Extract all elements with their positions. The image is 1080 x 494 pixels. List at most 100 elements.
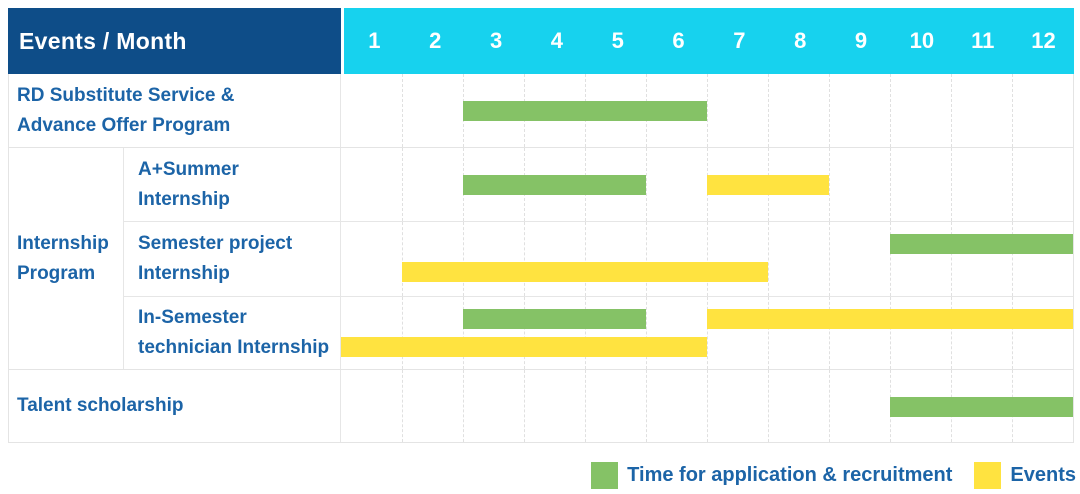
application-recruitment-bar: [463, 175, 646, 195]
month-gridline: [768, 297, 769, 369]
month-label-10: 10: [909, 28, 935, 53]
table-row-rd-substitute: RD Substitute Service & Advance Offer Pr…: [9, 74, 1073, 147]
month-gridline: [951, 297, 952, 369]
month-gridline: [1012, 297, 1013, 369]
row-label-cell-in-semester: In-Semester technician Internship: [124, 297, 341, 369]
row-label-cell-talent-scholarship: Talent scholarship: [9, 370, 341, 442]
legend-item-yellow: Events: [974, 462, 1076, 489]
table-header-row: Events / Month 1 2 3 4 5 6 7 8 9 10 11 12: [8, 8, 1074, 74]
month-gridline: [951, 74, 952, 147]
month-gridline: [768, 222, 769, 296]
month-gridline: [585, 370, 586, 442]
month-gridline: [524, 370, 525, 442]
row-label-in-semester: In-Semester technician Internship: [138, 307, 330, 358]
month-label-3: 3: [489, 28, 503, 53]
event-bar: [402, 262, 768, 282]
month-gridline: [829, 222, 830, 296]
month-label-2: 2: [429, 28, 442, 53]
event-bar: [707, 309, 1073, 329]
month-gridline: [951, 222, 952, 296]
chart-row-in-semester: [341, 297, 1073, 369]
month-gridline: [768, 74, 769, 147]
month-gridline: [768, 370, 769, 442]
row-label-semester-project: Semester project Internship: [138, 233, 293, 284]
month-label-5: 5: [611, 28, 624, 53]
row-label-cell-semester-project: Semester project Internship: [124, 222, 341, 296]
events-month-table: Events / Month 1 2 3 4 5 6 7 8 9 10 11 12 RD Substi…: [8, 8, 1074, 443]
table-row-semester-project-internship: Semester project Internship: [124, 221, 1073, 296]
application-recruitment-bar: [890, 234, 1073, 254]
legend-label: Time for application & recruitment: [627, 464, 953, 486]
month-gridline: [890, 74, 891, 147]
month-gridline: [707, 74, 708, 147]
application-recruitment-bar: [463, 309, 646, 329]
month-label-1: 1: [368, 28, 381, 53]
month-gridline: [402, 297, 403, 369]
legend-label: Events: [1010, 464, 1076, 486]
month-gridline: [524, 222, 525, 296]
month-gridline: [646, 222, 647, 296]
chart-row-rd-substitute: [341, 74, 1073, 147]
row-label-rd-substitute: RD Substitute Service & Advance Offer Pr…: [17, 84, 235, 136]
green-swatch: [591, 462, 619, 489]
month-gridline: [524, 297, 525, 369]
application-recruitment-bar: [890, 397, 1073, 417]
table-row-in-semester-technician-internship: In-Semester technician Internship: [124, 296, 1073, 369]
chart-row-talent-scholarship: [341, 370, 1073, 442]
table-row-talent-scholarship: Talent scholarship: [9, 369, 1073, 442]
month-label-12: 12: [1031, 28, 1056, 53]
month-gridline: [585, 222, 586, 296]
month-gridline: [829, 74, 830, 147]
month-gridline: [890, 297, 891, 369]
month-gridline: [646, 148, 647, 221]
month-gridline: [707, 222, 708, 296]
event-bar: [341, 337, 707, 357]
month-label-8: 8: [794, 28, 807, 53]
month-gridline: [1012, 222, 1013, 296]
month-gridline: [585, 297, 586, 369]
chart-row-a-summer: [341, 148, 1073, 221]
month-gridline: [707, 297, 708, 369]
month-gridline: [1012, 148, 1013, 221]
table-body: RD Substitute Service & Advance Offer Pr…: [8, 74, 1074, 443]
yellow-swatch: [974, 462, 1002, 489]
month-label-9: 9: [854, 28, 868, 53]
legend: Time for application & recruitment Events: [591, 462, 1076, 489]
month-gridline: [402, 74, 403, 147]
month-gridline: [646, 370, 647, 442]
month-gridline: [402, 222, 403, 296]
month-gridline: [829, 370, 830, 442]
chart-row-semester-project: [341, 222, 1073, 296]
month-gridline: [829, 297, 830, 369]
month-gridline: [890, 222, 891, 296]
month-gridline: [646, 297, 647, 369]
month-gridline: [463, 222, 464, 296]
month-label-6: 6: [672, 28, 685, 53]
page-title: Events / Month: [19, 27, 187, 54]
row-label-a-summer: A+Summer Internship: [138, 158, 239, 210]
month-gridline: [829, 148, 830, 221]
application-recruitment-bar: [463, 101, 707, 121]
month-gridline: [951, 148, 952, 221]
row-label-talent-scholarship: Talent scholarship: [17, 395, 184, 416]
internship-subrows: A+Summer Internship Semester project Int…: [124, 148, 1073, 369]
group-label-internship-program: Internship Program: [17, 232, 109, 284]
row-label-cell-rd-substitute: RD Substitute Service & Advance Offer Pr…: [9, 74, 341, 147]
month-gridline: [402, 370, 403, 442]
month-label-4: 4: [550, 28, 564, 53]
events-month-header-cell: Events / Month: [8, 8, 341, 74]
month-gridline: [707, 370, 708, 442]
table-group-internship-program: Internship Program A+Summer Internship S…: [9, 147, 1073, 369]
row-label-cell-a-summer: A+Summer Internship: [124, 148, 341, 221]
month-gridline: [463, 297, 464, 369]
month-header: 1 2 3 4 5 6 7 8 9 10 11 12: [341, 8, 1074, 74]
table-row-a-summer-internship: A+Summer Internship: [124, 148, 1073, 221]
event-bar: [707, 175, 829, 195]
month-gridline: [402, 148, 403, 221]
month-gridline: [890, 148, 891, 221]
month-gridline: [463, 370, 464, 442]
month-gridline: [1012, 74, 1013, 147]
month-label-11: 11: [971, 28, 995, 53]
legend-item-green: Time for application & recruitment: [591, 462, 952, 489]
